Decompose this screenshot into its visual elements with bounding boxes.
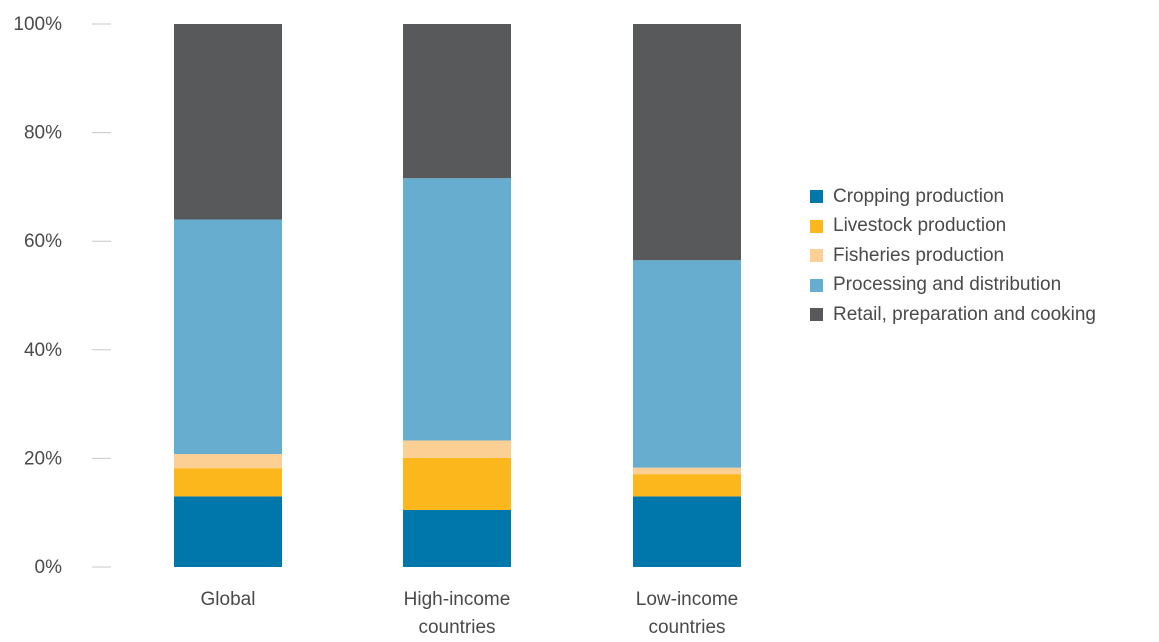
legend-item: Processing and distribution — [810, 271, 1096, 301]
legend-swatch — [810, 278, 823, 292]
x-tick-label: High-income — [404, 589, 511, 610]
bar-segment — [403, 440, 511, 458]
legend-swatch — [810, 249, 823, 263]
y-tick-label: 40% — [24, 340, 62, 361]
bar-segment — [633, 474, 741, 497]
bar-segment — [403, 457, 511, 510]
legend-swatch — [810, 219, 823, 233]
legend-item: Livestock production — [810, 212, 1096, 242]
y-tick-label: 100% — [13, 14, 62, 35]
legend: Cropping production Livestock production F… — [810, 182, 1096, 330]
bar-segment — [403, 24, 511, 179]
legend-swatch — [810, 308, 823, 322]
x-tick-label: countries — [418, 617, 495, 637]
bar-segment — [633, 24, 741, 261]
x-tick-label: countries — [648, 617, 725, 637]
bar-segment — [174, 468, 282, 497]
bar-segment — [633, 467, 741, 475]
legend-label: Processing and distribution — [833, 274, 1062, 296]
legend-item: Fisheries production — [810, 241, 1096, 271]
x-tick-label: Global — [201, 589, 256, 610]
bar-segment — [633, 260, 741, 468]
legend-item: Cropping production — [810, 182, 1096, 212]
bar-segment — [174, 24, 282, 220]
bar-segment — [403, 509, 511, 567]
x-tick-label: Low-income — [636, 589, 738, 610]
y-tick-label: 0% — [35, 557, 63, 578]
legend-label: Retail, preparation and cooking — [833, 303, 1097, 325]
bar-segment — [174, 496, 282, 567]
legend-label: Livestock production — [833, 215, 1007, 237]
y-tick-label: 60% — [24, 231, 62, 252]
legend-label: Fisheries production — [833, 244, 1005, 266]
legend-swatch — [810, 190, 823, 204]
bar-segment — [633, 496, 741, 567]
bar-segment — [174, 454, 282, 469]
bar-segment — [403, 178, 511, 441]
legend-item: Retail, preparation and cooking — [810, 300, 1096, 330]
bar-segment — [174, 219, 282, 455]
y-tick-label: 20% — [24, 448, 62, 469]
y-tick-label: 80% — [24, 123, 62, 144]
legend-label: Cropping production — [833, 185, 1005, 207]
